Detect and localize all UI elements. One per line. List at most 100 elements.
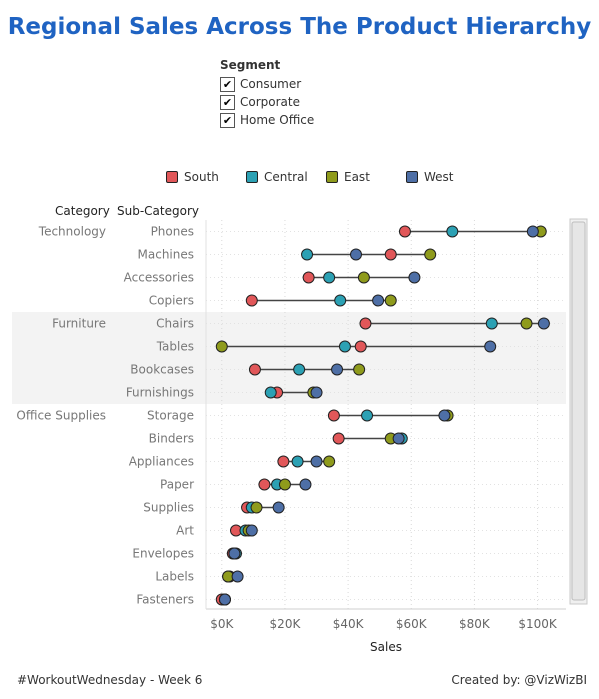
point-south[interactable] — [245, 294, 258, 307]
point-south[interactable] — [258, 478, 271, 491]
legend: South Central East West — [0, 170, 599, 186]
subcategory-label: Supplies — [143, 501, 194, 515]
x-axis-title: Sales — [370, 640, 402, 654]
point-west[interactable] — [299, 478, 312, 491]
point-central[interactable] — [301, 248, 314, 261]
point-south[interactable] — [359, 317, 372, 330]
segment-option-label: Corporate — [240, 95, 300, 109]
point-central[interactable] — [446, 225, 459, 238]
category-band — [12, 312, 566, 404]
point-west[interactable] — [310, 386, 323, 399]
subcategory-label: Storage — [147, 409, 194, 423]
x-tick-label: $20K — [270, 617, 302, 631]
subcategory-label: Envelopes — [132, 547, 194, 561]
segment-filter: Segment ✔ Consumer ✔ Corporate ✔ Home Of… — [220, 58, 314, 129]
subcategory-label: Accessories — [124, 271, 194, 285]
checkbox-consumer[interactable]: ✔ — [220, 76, 235, 92]
legend-item-east[interactable]: East — [326, 170, 370, 184]
legend-item-south[interactable]: South — [166, 170, 219, 184]
checkbox-corporate[interactable]: ✔ — [220, 94, 235, 110]
point-south[interactable] — [327, 409, 340, 422]
segment-option-label: Home Office — [240, 113, 315, 127]
x-tick-label: $60K — [396, 617, 428, 631]
legend-swatch-west — [406, 171, 418, 183]
point-west[interactable] — [438, 409, 451, 422]
segment-option-consumer[interactable]: ✔ Consumer — [220, 75, 314, 93]
point-central[interactable] — [338, 340, 351, 353]
x-tick-label: $100K — [518, 617, 558, 631]
legend-item-central[interactable]: Central — [246, 170, 308, 184]
subcategory-label: Paper — [160, 478, 194, 492]
point-east[interactable] — [353, 363, 366, 376]
x-tick-label: $40K — [333, 617, 365, 631]
point-west[interactable] — [537, 317, 550, 330]
category-label: Furniture — [52, 317, 106, 331]
point-west[interactable] — [408, 271, 421, 284]
legend-item-west[interactable]: West — [406, 170, 454, 184]
point-south[interactable] — [248, 363, 261, 376]
x-tick-label: $80K — [459, 617, 491, 631]
legend-label-west: West — [424, 170, 454, 184]
point-east[interactable] — [424, 248, 437, 261]
segment-option-label: Consumer — [240, 77, 302, 91]
point-west[interactable] — [228, 547, 241, 560]
legend-swatch-east — [326, 171, 338, 183]
point-central[interactable] — [293, 363, 306, 376]
point-west[interactable] — [218, 593, 231, 606]
subcategory-label: Labels — [155, 570, 194, 584]
point-central[interactable] — [264, 386, 277, 399]
point-west[interactable] — [350, 248, 362, 261]
point-west[interactable] — [310, 455, 323, 468]
legend-label-south: South — [184, 170, 219, 184]
point-east[interactable] — [323, 455, 336, 468]
category-label: Technology — [38, 225, 106, 239]
x-tick-label: $0K — [210, 617, 234, 631]
subcategory-label: Binders — [149, 432, 194, 446]
segment-option-home-office[interactable]: ✔ Home Office — [220, 111, 314, 129]
segment-option-corporate[interactable]: ✔ Corporate — [220, 93, 314, 111]
segment-filter-title: Segment — [220, 58, 281, 72]
scrollbar-thumb[interactable] — [571, 221, 586, 601]
legend-swatch-central — [246, 171, 258, 183]
point-south[interactable] — [332, 432, 345, 445]
point-central[interactable] — [361, 409, 374, 422]
subcategory-label: Copiers — [149, 294, 194, 308]
point-west[interactable] — [272, 501, 285, 514]
point-central[interactable] — [485, 317, 498, 330]
subcategory-label: Appliances — [129, 455, 194, 469]
point-south[interactable] — [354, 340, 367, 353]
point-east[interactable] — [384, 294, 397, 307]
legend-label-central: Central — [264, 170, 308, 184]
point-west[interactable] — [526, 225, 539, 238]
subcategory-label: Fasteners — [136, 593, 194, 607]
point-south[interactable] — [398, 225, 411, 238]
checkbox-home-office[interactable]: ✔ — [220, 112, 235, 128]
point-east[interactable] — [250, 501, 263, 514]
subcategory-header: Sub-Category — [117, 204, 199, 218]
point-east[interactable] — [520, 317, 533, 330]
point-west[interactable] — [331, 363, 344, 376]
point-central[interactable] — [323, 271, 336, 284]
subcategory-label: Phones — [151, 225, 194, 239]
point-west[interactable] — [484, 340, 497, 353]
point-west[interactable] — [231, 570, 244, 583]
legend-label-east: East — [344, 170, 370, 184]
point-west[interactable] — [245, 524, 258, 537]
subcategory-label: Chairs — [156, 317, 194, 331]
subcategory-label: Bookcases — [130, 363, 194, 377]
subcategory-label: Furnishings — [126, 386, 194, 400]
point-west[interactable] — [372, 294, 385, 307]
chart-title: Regional Sales Across The Product Hierar… — [7, 14, 592, 40]
point-east[interactable] — [278, 478, 291, 491]
legend-swatch-south — [166, 171, 178, 183]
point-central[interactable] — [291, 455, 304, 468]
point-south[interactable] — [302, 271, 315, 284]
point-south[interactable] — [277, 455, 290, 468]
point-west[interactable] — [392, 432, 405, 445]
point-east[interactable] — [357, 271, 370, 284]
point-central[interactable] — [334, 294, 347, 307]
point-east[interactable] — [215, 340, 228, 353]
footer-credit: Created by: @VizWizBI — [451, 673, 587, 687]
point-south[interactable] — [384, 248, 397, 261]
